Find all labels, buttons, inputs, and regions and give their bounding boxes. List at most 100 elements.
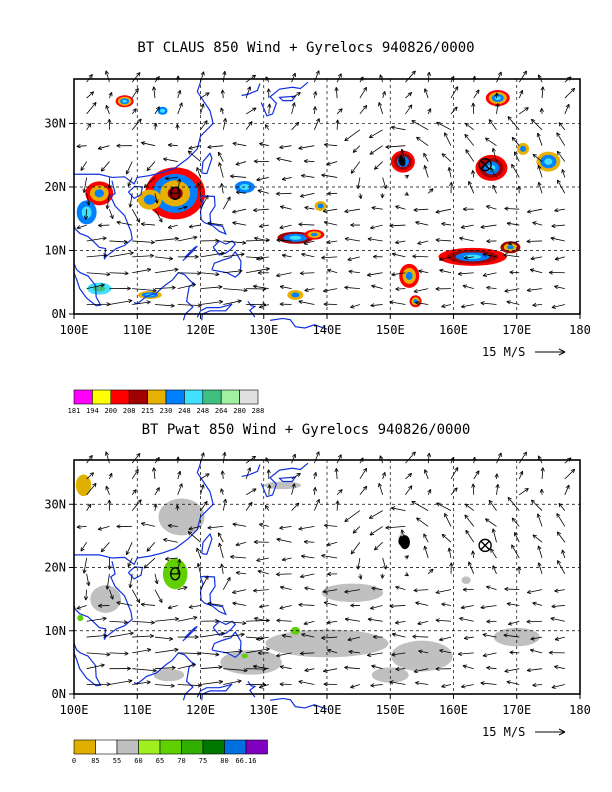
wind-vector (153, 86, 156, 99)
wind-vector-head (327, 571, 332, 577)
wind-vector (486, 667, 497, 670)
wind-vector (253, 285, 269, 289)
wind-vector-head (491, 528, 496, 533)
wind-vector-head (338, 489, 343, 494)
wind-vector-head (441, 533, 446, 539)
wind-vector-head (435, 286, 440, 291)
wind-vector (298, 526, 315, 530)
wind-vector (232, 142, 247, 147)
wind-vector-head (556, 531, 561, 536)
wind-vector (76, 224, 87, 229)
wind-vector-head (257, 650, 262, 656)
wind-vector (382, 557, 387, 570)
cloud-top-shade (405, 271, 413, 280)
colorbar-label: 55 (113, 757, 121, 765)
wind-vector (125, 161, 133, 175)
wind-vector-head (298, 526, 303, 531)
wind-vector (322, 589, 338, 593)
wind-vector (221, 563, 224, 574)
wind-vector (116, 602, 133, 606)
wind-vector-head (220, 251, 225, 256)
wind-vector-head (426, 452, 431, 457)
wind-vector-head (356, 565, 361, 570)
wind-vector-head (366, 652, 372, 657)
colorbar-swatch (184, 389, 204, 405)
coastline (73, 643, 102, 687)
wind-vector (369, 129, 383, 139)
wind-vector-head (232, 589, 237, 595)
wind-vector-head (454, 467, 459, 472)
wind-vector (163, 158, 178, 162)
wind-vector-head (292, 453, 296, 459)
colorbar-label: 200 (104, 407, 117, 415)
wind-vector (177, 664, 196, 670)
coastline (74, 81, 214, 185)
wind-vector (132, 240, 155, 243)
wind-vector (220, 488, 224, 495)
wind-vector (458, 652, 474, 655)
wind-vector-head (370, 303, 375, 308)
wind-vector-head (444, 132, 448, 137)
coastline (260, 462, 309, 498)
wind-vector (177, 684, 202, 687)
wind-vector-head (532, 221, 537, 226)
wind-vector-head (537, 181, 542, 187)
wind-vector-head (492, 184, 497, 190)
wind-vector (350, 541, 361, 555)
wind-vector-head (516, 185, 522, 190)
wind-vector-head (215, 238, 220, 243)
wind-vector (336, 489, 343, 496)
wind-vector-head (486, 205, 491, 210)
wind-vector (276, 538, 292, 543)
wind-vector (256, 557, 269, 562)
wind-vector-head (367, 617, 372, 622)
wind-vector (473, 470, 480, 480)
wind-vector (336, 108, 343, 115)
wind-vector-head (532, 302, 537, 308)
wind-vector-head (530, 636, 535, 641)
wind-vector-head (253, 208, 258, 213)
wind-vector (291, 102, 295, 115)
wind-vector-head (128, 679, 133, 684)
wind-vector-head (381, 91, 386, 96)
wind-vector-head (175, 504, 180, 509)
wind-vector (480, 682, 497, 685)
wind-vector-head (279, 302, 284, 307)
wind-vector (125, 542, 133, 555)
wind-vector-head (490, 167, 495, 173)
wind-vector (200, 681, 223, 685)
wind-vector-head (237, 299, 242, 304)
colorbar-label: 248 (196, 407, 209, 415)
wind-vector-head (252, 284, 258, 289)
wind-vector-head (256, 636, 261, 641)
wind-vector (154, 106, 160, 115)
wind-vector (86, 237, 107, 242)
wind-vector (86, 634, 107, 638)
wind-vector-head (423, 88, 428, 93)
wind-vector-head (324, 523, 329, 528)
wind-vector (303, 620, 315, 625)
pwat-shade (391, 640, 453, 672)
wind-vector-head (529, 268, 535, 273)
wind-vector (450, 106, 458, 115)
wind-vector (109, 632, 134, 638)
wind-vector (76, 145, 87, 147)
wind-vector-head (459, 616, 464, 621)
wind-vector (109, 300, 133, 305)
coastline (182, 245, 198, 262)
wind-vector (154, 667, 176, 670)
wind-vector (530, 269, 543, 274)
wind-vector (109, 209, 114, 219)
wind-vector (177, 304, 202, 307)
wind-vectors (76, 70, 576, 309)
wind-vector-head (423, 533, 428, 538)
wind-vector (100, 541, 110, 553)
wind-vector-head (488, 119, 493, 124)
wind-vector (132, 649, 151, 654)
wind-vector-head (371, 664, 376, 669)
wind-vector (465, 530, 475, 543)
wind-vector (439, 649, 452, 654)
wind-vector (382, 472, 386, 480)
wind-vector (369, 526, 383, 536)
wind-vector-head (207, 525, 212, 530)
